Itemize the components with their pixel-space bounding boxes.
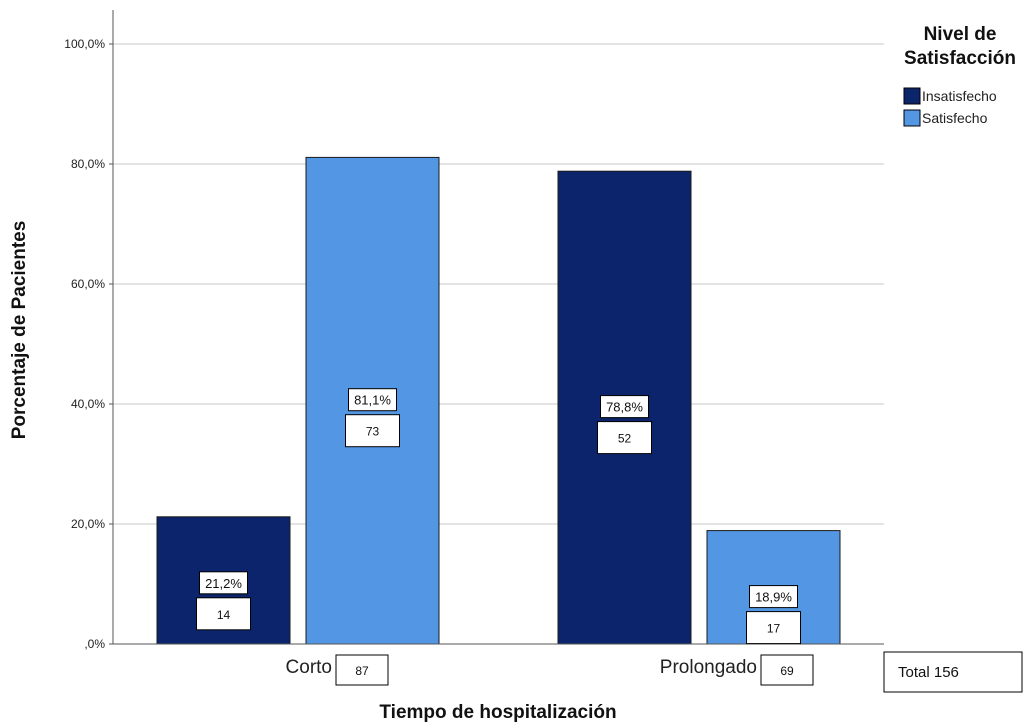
legend-title-line-1: Nivel de	[924, 24, 997, 45]
y-axis-title: Porcentaje de Pacientes	[9, 221, 30, 440]
legend-title-line-2: Satisfacción	[904, 48, 1016, 69]
data-label-corto-insatisfecho: 21,2%	[205, 576, 242, 591]
count-label-corto-insatisfecho: 14	[217, 608, 231, 622]
x-category-label-prolongado: Prolongado	[660, 657, 757, 678]
x-category-label-corto: Corto	[286, 657, 332, 678]
y-tick-label-80: 80,0%	[71, 157, 105, 171]
count-label-box-prolongado-satisfecho	[746, 611, 801, 645]
legend-swatch-insatisfecho	[903, 87, 921, 105]
data-label-box-prolongado-insatisfecho	[600, 395, 649, 419]
category-count-box-corto	[335, 654, 389, 686]
data-label-box-corto-satisfecho	[348, 388, 397, 412]
x-axis-title: Tiempo de hospitalización	[379, 702, 616, 723]
data-label-corto-satisfecho: 81,1%	[354, 393, 391, 408]
count-label-box-prolongado-insatisfecho	[597, 421, 652, 455]
count-label-prolongado-satisfecho: 17	[767, 622, 781, 636]
legend-swatch-satisfecho	[903, 109, 921, 127]
legend: Nivel de Satisfacción Insatisfecho Satis…	[903, 24, 1016, 127]
data-labels: 21,2% 14 81,1% 73 78,8% 52 18,9% 17	[196, 388, 801, 645]
y-tick-label-0: ,0%	[84, 637, 105, 651]
legend-label-insatisfecho: Insatisfecho	[922, 88, 997, 104]
count-label-box-corto-insatisfecho	[196, 597, 251, 631]
data-label-box-corto-insatisfecho	[199, 571, 248, 595]
total-box-frame	[883, 651, 1023, 693]
y-tick-label-20: 20,0%	[71, 517, 105, 531]
count-label-prolongado-insatisfecho: 52	[618, 432, 632, 446]
total-box: Total 156	[883, 651, 1023, 693]
count-label-box-corto-satisfecho	[345, 414, 400, 448]
y-tick-label-100: 100,0%	[64, 37, 105, 51]
y-tick-label-40: 40,0%	[71, 397, 105, 411]
x-axis-categories: Corto 87 Prolongado 69	[286, 654, 814, 686]
total-label: Total 156	[898, 664, 959, 681]
gridlines	[113, 43, 884, 525]
data-label-box-prolongado-satisfecho	[749, 585, 798, 609]
legend-label-satisfecho: Satisfecho	[922, 110, 988, 126]
data-label-prolongado-insatisfecho: 78,8%	[606, 400, 643, 415]
category-count-prolongado: 69	[780, 664, 794, 678]
y-axis-ticks: ,0% 20,0% 40,0% 60,0% 80,0% 100,0%	[64, 37, 113, 651]
y-tick-label-60: 60,0%	[71, 277, 105, 291]
data-label-prolongado-satisfecho: 18,9%	[755, 590, 792, 605]
category-count-box-prolongado	[760, 654, 814, 686]
count-label-corto-satisfecho: 73	[366, 425, 380, 439]
category-count-corto: 87	[355, 664, 369, 678]
bars	[156, 156, 841, 645]
